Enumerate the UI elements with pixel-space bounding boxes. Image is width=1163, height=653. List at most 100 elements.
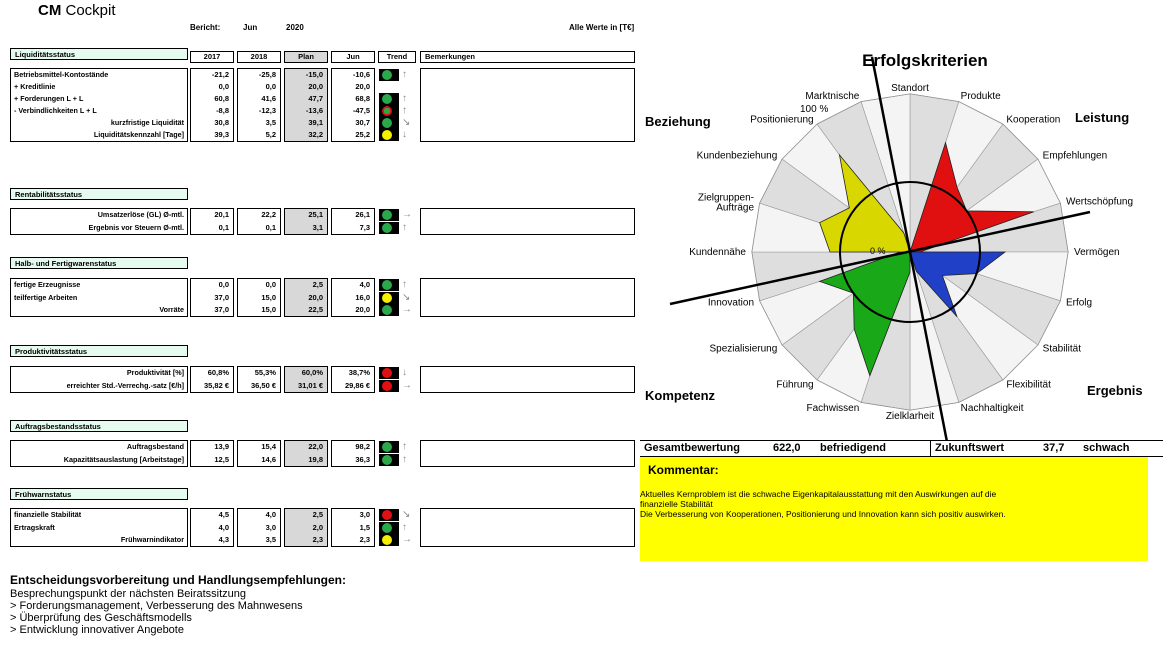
column-header: Plan: [284, 51, 328, 63]
row-label: Liquiditätskennzahl [Tage]: [93, 130, 184, 139]
value-column-box: [331, 278, 375, 317]
value-cell: 41,6: [261, 94, 276, 103]
value-cell: 3,5: [265, 535, 276, 544]
value-cell: 20,0: [308, 293, 323, 302]
value-cell: -21,2: [211, 70, 229, 79]
value-cell: 0,0: [265, 280, 276, 289]
radar-axis-line: [669, 210, 1091, 306]
value-cell: 22,5: [308, 305, 323, 314]
comment-line-1: Aktuelles Kernproblem ist die schwache E…: [640, 489, 997, 499]
value-cell: 4,3: [218, 535, 229, 544]
value-cell: -25,8: [258, 70, 276, 79]
value-cell: 0,0: [265, 82, 276, 91]
column-header: Bemerkungen: [420, 51, 635, 63]
value-cell: 31,01 €: [297, 381, 323, 390]
gesamt-label: Gesamtbewertung: [644, 442, 740, 454]
radar-target-ring: [839, 181, 981, 323]
quadrant-leistung: Leistung: [1075, 110, 1129, 125]
value-column-box: [284, 508, 328, 547]
report-year: 2020: [286, 23, 304, 32]
radar-axis-label: Spezialisierung: [709, 343, 777, 354]
row-label-box: [10, 208, 188, 235]
row-label: Frühwarnindikator: [120, 535, 184, 544]
gesamt-rating: befriedigend: [820, 442, 887, 454]
value-cell: 4,0: [218, 523, 229, 532]
trend-arrow-icon: ↘: [402, 509, 411, 520]
value-cell: 12,5: [214, 455, 229, 464]
radar-axis-label: Flexibilität: [1006, 380, 1051, 391]
value-cell: -13,6: [305, 106, 323, 115]
value-cell: 37,0: [214, 305, 229, 314]
page-title: CM Cockpit: [38, 2, 116, 19]
recommendations-heading: Entscheidungsvorbereitung und Handlungse…: [10, 573, 347, 587]
comment-line-2: finanzielle Stabilität: [640, 499, 713, 509]
radar-axis-label: Zielklarheit: [886, 411, 935, 422]
status-light-mixed: [382, 106, 392, 116]
value-cell: 39,1: [308, 118, 323, 127]
radar-axis-label: Marktnische: [805, 91, 859, 102]
value-cell: 2,3: [359, 535, 370, 544]
section-title: Produktivitätsstatus: [10, 345, 188, 357]
value-cell: 36,3: [355, 455, 370, 464]
radar-axis-label: Fachwissen: [807, 403, 860, 414]
traffic-light: [379, 522, 399, 534]
value-column-box: [284, 208, 328, 235]
traffic-light: [379, 292, 399, 304]
traffic-light: [379, 105, 399, 117]
radar-axis-label: Erfolg: [1066, 298, 1092, 309]
value-column-box: [331, 208, 375, 235]
value-cell: 4,5: [218, 510, 229, 519]
row-label-box: [10, 68, 188, 142]
value-cell: 0,1: [218, 223, 229, 232]
value-cell: 19,8: [308, 455, 323, 464]
status-light-green: [382, 523, 392, 533]
trend-arrow-icon: ↑: [402, 522, 407, 533]
row-label: fertige Erzeugnisse: [14, 280, 81, 289]
radar-axis-label: Innovation: [708, 298, 754, 309]
value-cell: 98,2: [355, 442, 370, 451]
trend-arrow-icon: ↘: [402, 292, 411, 303]
value-column-box: [190, 440, 234, 467]
value-cell: 0,1: [265, 223, 276, 232]
report-label: Bericht:: [190, 23, 221, 32]
column-header: 2017: [190, 51, 234, 63]
value-cell: 36,50 €: [250, 381, 276, 390]
value-column-box: [284, 366, 328, 393]
status-light-yellow: [382, 130, 392, 140]
section-title: Auftragsbestandsstatus: [10, 420, 188, 432]
value-cell: 39,3: [214, 130, 229, 139]
trend-arrow-icon: →: [402, 209, 412, 220]
value-cell: 37,0: [214, 293, 229, 302]
trend-arrow-icon: →: [402, 534, 412, 545]
value-cell: 30,7: [355, 118, 370, 127]
value-cell: 0,0: [218, 82, 229, 91]
row-label: Vorräte: [159, 305, 184, 314]
value-cell: -47,5: [352, 106, 370, 115]
trend-arrow-icon: ↓: [402, 367, 407, 378]
radar-axis-label: Produkte: [961, 91, 1001, 102]
value-cell: 60,8%: [207, 368, 229, 377]
radar-axis-label: Kooperation: [1006, 114, 1060, 125]
gesamt-box: Gesamtbewertung 622,0 befriedigend: [640, 440, 936, 457]
zukunft-label: Zukunftswert: [935, 442, 1005, 454]
value-cell: 60,8: [214, 94, 229, 103]
row-label-box: [10, 278, 188, 317]
value-cell: 15,0: [261, 293, 276, 302]
value-cell: 22,2: [261, 210, 276, 219]
status-light-green: [382, 455, 392, 465]
value-column-box: [190, 278, 234, 317]
quadrant-kompetenz: Kompetenz: [645, 388, 716, 403]
value-column-box: [284, 68, 328, 142]
traffic-light: [379, 209, 399, 221]
value-column-box: [190, 366, 234, 393]
remarks-box: [420, 68, 635, 142]
zukunft-value: 37,7: [1043, 442, 1065, 454]
remarks-box: [420, 278, 635, 317]
row-label: Ertragskraft: [14, 523, 55, 532]
status-light-green: [382, 94, 392, 104]
trend-arrow-icon: ↑: [402, 441, 407, 452]
row-label-box: [10, 508, 188, 547]
traffic-light: [379, 222, 399, 234]
row-label: + Forderungen L + L: [14, 94, 84, 103]
scale-max-label: 100 %: [800, 104, 828, 115]
